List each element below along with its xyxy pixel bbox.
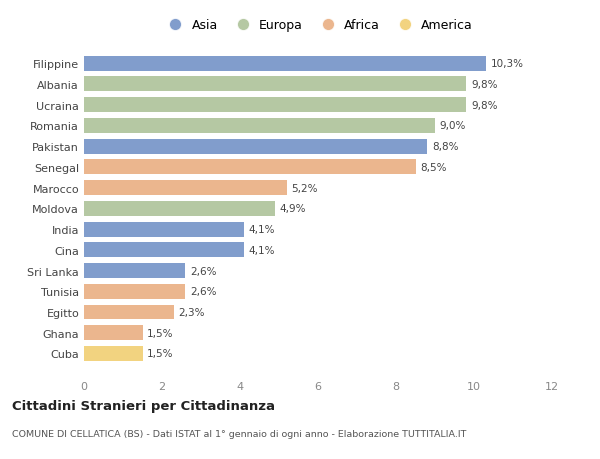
Text: 1,5%: 1,5% (147, 349, 173, 358)
Text: 9,8%: 9,8% (471, 80, 497, 90)
Bar (84, 202, 275, 216)
Bar (84, 325, 143, 341)
Bar (84, 263, 185, 278)
Bar (84, 118, 435, 134)
Text: 2,3%: 2,3% (178, 308, 205, 317)
Legend: Asia, Europa, Africa, America: Asia, Europa, Africa, America (158, 14, 478, 37)
Bar (84, 305, 174, 320)
Text: 8,8%: 8,8% (432, 142, 458, 152)
Bar (84, 77, 466, 92)
Text: 5,2%: 5,2% (292, 183, 318, 193)
Bar (84, 56, 486, 72)
Text: Cittadini Stranieri per Cittadinanza: Cittadini Stranieri per Cittadinanza (12, 399, 275, 412)
Text: 4,9%: 4,9% (280, 204, 306, 214)
Bar (84, 284, 185, 299)
Text: 2,6%: 2,6% (190, 266, 217, 276)
Text: 10,3%: 10,3% (490, 59, 523, 69)
Text: 9,8%: 9,8% (471, 101, 497, 110)
Text: 4,1%: 4,1% (248, 245, 275, 255)
Text: 9,0%: 9,0% (440, 121, 466, 131)
Bar (84, 98, 466, 113)
Bar (84, 140, 427, 154)
Bar (84, 243, 244, 257)
Bar (84, 160, 415, 175)
Text: 8,5%: 8,5% (420, 162, 446, 173)
Bar (84, 181, 287, 196)
Bar (84, 346, 143, 361)
Text: 2,6%: 2,6% (190, 286, 217, 297)
Text: 1,5%: 1,5% (147, 328, 173, 338)
Text: COMUNE DI CELLATICA (BS) - Dati ISTAT al 1° gennaio di ogni anno - Elaborazione : COMUNE DI CELLATICA (BS) - Dati ISTAT al… (12, 429, 466, 438)
Bar (84, 222, 244, 237)
Text: 4,1%: 4,1% (248, 224, 275, 235)
